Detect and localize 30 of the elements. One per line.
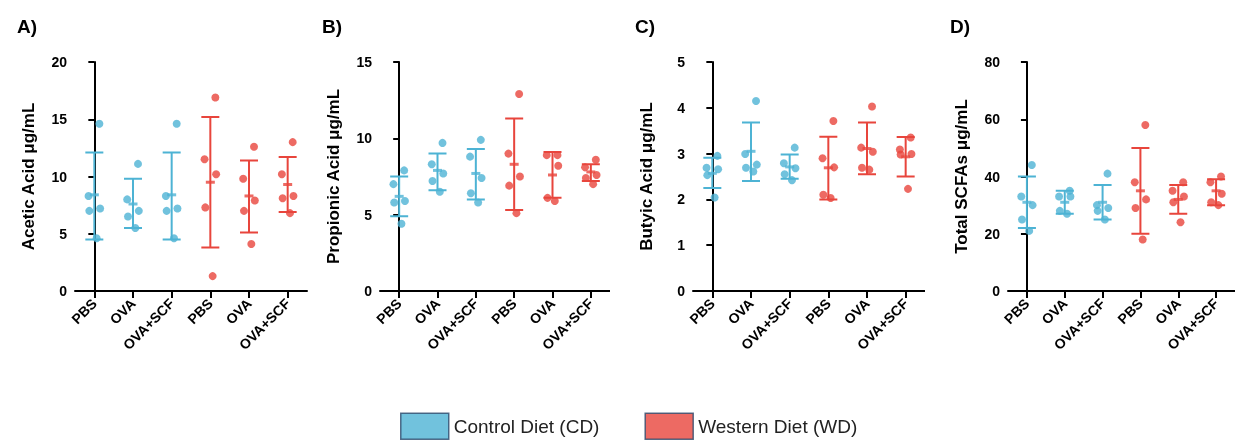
y-tick-label: 5	[364, 206, 373, 223]
y-axis-title: Total SCFAs μg/mL	[952, 99, 971, 254]
y-tick-label: 0	[677, 283, 686, 299]
y-tick-label: 15	[356, 54, 373, 70]
chart-title: D)	[950, 16, 971, 37]
chart-title: C)	[635, 16, 656, 37]
y-tick-label: 2	[677, 191, 686, 208]
y-tick-label: 20	[51, 54, 68, 70]
y-tick-label: 40	[984, 168, 1001, 185]
y-tick-label: 10	[356, 130, 373, 147]
y-axis-title: Butyic Acid μg/mL	[637, 102, 656, 251]
y-axis-title: Propionic Acid μg/mL	[324, 88, 343, 265]
chart-title: B)	[322, 16, 343, 37]
y-tick-label: 60	[984, 111, 1001, 128]
y-tick-label: 3	[677, 145, 686, 162]
y-tick-label: 4	[677, 99, 686, 116]
y-tick-label: 20	[984, 225, 1001, 242]
y-tick-label: 80	[984, 54, 1001, 70]
y-tick-label: 0	[364, 283, 373, 299]
y-tick-label: 0	[992, 283, 1001, 299]
y-tick-label: 5	[59, 225, 68, 242]
y-axis-title: Acetic Acid μg/mL	[19, 102, 38, 251]
legend-label: Control Diet (CD)	[453, 415, 600, 437]
y-tick-label: 1	[677, 237, 686, 254]
legend-label: Western Diet (WD)	[698, 415, 858, 437]
y-tick-label: 5	[677, 54, 686, 70]
y-tick-label: 10	[51, 168, 68, 185]
chart-title: A)	[17, 16, 38, 37]
y-tick-label: 15	[51, 111, 68, 128]
y-tick-label: 0	[59, 283, 68, 299]
